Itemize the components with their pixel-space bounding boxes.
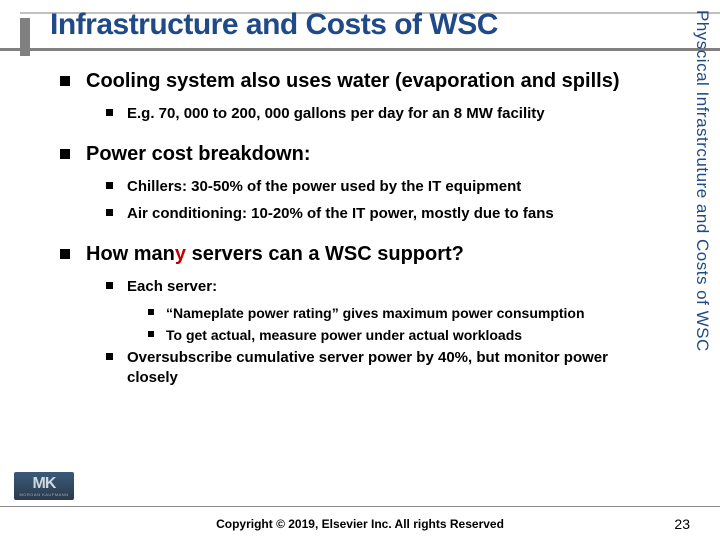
content-area: Cooling system also uses water (evaporat… [0,51,720,387]
square-bullet-icon [148,331,154,337]
square-bullet-icon [106,109,113,116]
spacer [60,132,650,142]
bullet-nameplate: “Nameplate power rating” gives maximum p… [148,304,650,322]
copyright-text: Copyright © 2019, Elsevier Inc. All righ… [216,517,504,531]
bullet-oversubscribe: Oversubscribe cumulative server power by… [106,348,650,387]
bullet-text: E.g. 70, 000 to 200, 000 gallons per day… [127,104,545,124]
square-bullet-icon [60,76,70,86]
square-bullet-icon [148,309,154,315]
square-bullet-icon [106,282,113,289]
page-number: 23 [674,516,690,532]
sidebar-section-label: Physcical Infrastrcuture and Costs of WS… [692,10,712,352]
title-bar: Infrastructure and Costs of WSC [0,0,720,51]
bullet-text: Air conditioning: 10-20% of the IT power… [127,204,554,224]
bullet-text: Power cost breakdown: [86,142,311,167]
bullet-cooling-example: E.g. 70, 000 to 200, 000 gallons per day… [106,104,650,124]
bullet-text: Chillers: 30-50% of the power used by th… [127,177,521,197]
slide-title: Infrastructure and Costs of WSC [50,8,720,42]
square-bullet-icon [106,353,113,360]
bullet-cooling: Cooling system also uses water (evaporat… [60,69,650,94]
bullet-power-ac: Air conditioning: 10-20% of the IT power… [106,204,650,224]
publisher-logo: MK MORGAN KAUFMANN [14,472,74,500]
bullet-text: Each server: [127,277,217,297]
bullet-text: To get actual, measure power under actua… [166,326,522,344]
bullet-each-server: Each server: [106,277,650,297]
footer: Copyright © 2019, Elsevier Inc. All righ… [0,506,720,540]
bullet-actual: To get actual, measure power under actua… [148,326,650,344]
text-post: servers can a WSC support? [186,243,464,265]
square-bullet-icon [106,209,113,216]
bullet-text: Oversubscribe cumulative server power by… [127,348,650,387]
bullet-text: How many servers can a WSC support? [86,242,464,267]
logo-subtitle: MORGAN KAUFMANN [19,492,68,497]
bullet-power: Power cost breakdown: [60,142,650,167]
text-pre: How man [86,243,175,265]
square-bullet-icon [60,249,70,259]
bullet-text: “Nameplate power rating” gives maximum p… [166,304,585,322]
text-highlight: y [175,243,186,265]
square-bullet-icon [60,149,70,159]
title-accent [20,18,30,56]
spacer [60,232,650,242]
bullet-power-chillers: Chillers: 30-50% of the power used by th… [106,177,650,197]
bullet-servers: How many servers can a WSC support? [60,242,650,267]
slide: Infrastructure and Costs of WSC Physcica… [0,0,720,540]
bullet-text: Cooling system also uses water (evaporat… [86,69,619,94]
logo-main: MK [33,476,56,492]
square-bullet-icon [106,182,113,189]
